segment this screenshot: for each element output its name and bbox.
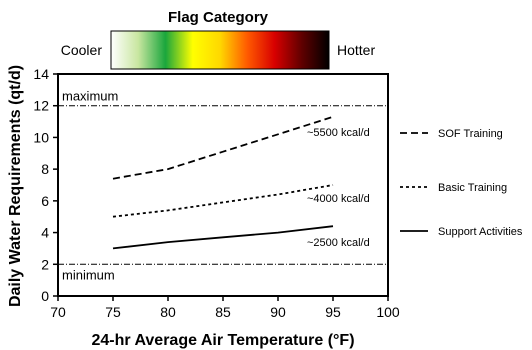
series-line-basic-training xyxy=(112,184,334,218)
y-axis-title: Daily Water Requirements (qt/d) xyxy=(7,65,24,307)
x-tick-label: 90 xyxy=(270,304,286,320)
annotation-sof-training: ~5500 kcal/d xyxy=(307,127,370,139)
colorbar-right-label: Hotter xyxy=(337,42,375,58)
colorbar-left-label: Cooler xyxy=(61,42,103,58)
minimum-label: minimum xyxy=(62,267,115,282)
y-tick-label: 4 xyxy=(41,225,49,241)
colorbar xyxy=(110,30,330,70)
x-tick-label: 95 xyxy=(325,304,341,320)
plot-area xyxy=(57,73,389,297)
y-tick-label: 10 xyxy=(33,129,49,145)
x-tick-label: 80 xyxy=(160,304,176,320)
y-axis-ticks: 0 2 4 6 8 10 12 14 xyxy=(33,66,58,304)
legend-label-sof-training: SOF Training xyxy=(438,128,503,140)
legend: SOF Training Basic Training Support Acti… xyxy=(400,128,523,238)
annotation-basic-training: ~4000 kcal/d xyxy=(307,193,370,205)
x-tick-label: 70 xyxy=(50,304,66,320)
y-tick-label: 6 xyxy=(41,193,49,209)
legend-label-support-activities: Support Activities xyxy=(438,226,523,238)
x-tick-label: 85 xyxy=(215,304,231,320)
colorbar-title: Flag Category xyxy=(168,9,269,26)
series-line-support-activities xyxy=(112,225,334,250)
x-axis-ticks: 70 75 80 85 90 95 100 xyxy=(50,296,400,320)
x-tick-label: 100 xyxy=(376,304,400,320)
y-tick-label: 0 xyxy=(41,288,49,304)
y-tick-label: 8 xyxy=(41,161,49,177)
y-tick-label: 2 xyxy=(41,256,49,272)
series-line-sof-training xyxy=(112,115,334,180)
x-axis-title: 24-hr Average Air Temperature (°F) xyxy=(91,332,354,349)
annotation-support-activities: ~2500 kcal/d xyxy=(307,237,370,249)
y-tick-label: 12 xyxy=(33,98,49,114)
y-tick-label: 14 xyxy=(33,66,49,82)
legend-label-basic-training: Basic Training xyxy=(438,182,507,194)
x-tick-label: 75 xyxy=(105,304,121,320)
maximum-label: maximum xyxy=(62,89,118,104)
